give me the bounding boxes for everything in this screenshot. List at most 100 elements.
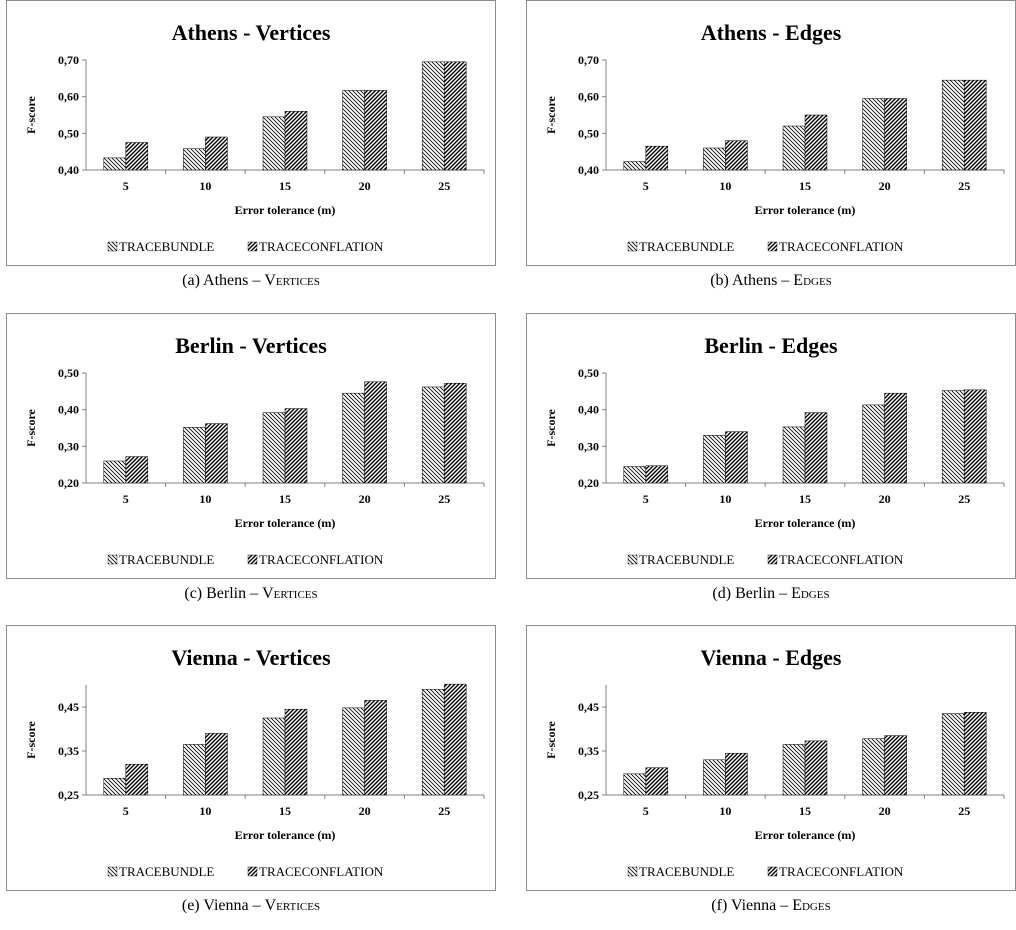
bar-tracebundle [342, 707, 365, 796]
bar-traceconflation [364, 700, 387, 796]
legend-swatch-traceconflation [247, 866, 258, 877]
bar-traceconflation [963, 712, 987, 796]
x-tick-label: 25 [958, 804, 970, 818]
legend: TRACEBUNDLE TRACECONFLATION [627, 239, 904, 254]
y-tick-label: 0,50 [58, 126, 79, 140]
bar-tracebundle [782, 744, 806, 796]
bar-tracebundle [421, 689, 445, 796]
bar-tracebundle [941, 390, 965, 484]
bar-traceconflation [645, 465, 669, 484]
legend-swatch-traceconflation [247, 554, 258, 565]
y-tick-label: 0,30 [58, 439, 79, 453]
y-tick-label: 0,25 [578, 788, 599, 802]
bar-tracebundle [183, 744, 206, 796]
y-tick-label: 0,45 [578, 700, 599, 714]
legend-swatch-traceconflation [247, 241, 258, 252]
bar-traceconflation [443, 61, 467, 171]
legend-swatch-tracebundle [107, 554, 118, 565]
x-axis-label: Error tolerance (m) [235, 203, 336, 217]
x-axis-label: Error tolerance (m) [755, 203, 856, 217]
legend-label-traceconflation: TRACECONFLATION [259, 552, 384, 567]
y-tick-label: 0,35 [578, 744, 599, 758]
legend-label-traceconflation: TRACECONFLATION [259, 864, 384, 879]
y-tick-label: 0,50 [578, 366, 599, 380]
legend-swatch-tracebundle [107, 241, 118, 252]
bar-traceconflation [125, 142, 149, 171]
bar-tracebundle [782, 426, 806, 484]
chart-title: Athens - Edges [701, 20, 842, 45]
legend-label-traceconflation: TRACECONFLATION [779, 239, 904, 254]
x-tick-label: 25 [958, 179, 970, 193]
chart-frame [526, 0, 1016, 266]
y-tick-label: 0,30 [578, 439, 599, 453]
legend-swatch-traceconflation [767, 241, 778, 252]
legend-label-tracebundle: TRACEBUNDLE [639, 239, 734, 254]
bar-tracebundle [103, 157, 127, 171]
chart-frame [526, 313, 1016, 579]
x-tick-label: 5 [123, 179, 129, 193]
legend-swatch-tracebundle [627, 554, 638, 565]
legend-swatch-tracebundle [627, 866, 638, 877]
bar-traceconflation [284, 111, 308, 171]
bar-tracebundle [421, 61, 445, 171]
bar-traceconflation [364, 381, 387, 484]
bar-tracebundle [862, 738, 885, 796]
bar-traceconflation [364, 90, 387, 171]
x-axis-label: Error tolerance (m) [235, 516, 336, 530]
y-tick-label: 0,70 [58, 53, 79, 67]
caption-term: Vertices [264, 272, 320, 289]
bar-tracebundle [703, 147, 726, 171]
legend-label-traceconflation: TRACECONFLATION [259, 239, 384, 254]
chart-frame [6, 0, 496, 266]
chart-frame [526, 625, 1016, 891]
y-tick-label: 0,60 [578, 90, 599, 104]
figure-caption: (c) Berlin – Vertices [6, 585, 496, 603]
bar-traceconflation [205, 136, 228, 171]
x-tick-label: 15 [279, 179, 291, 193]
bar-traceconflation [443, 383, 467, 484]
y-tick-label: 0,50 [58, 366, 79, 380]
chart-title: Vienna - Vertices [171, 645, 331, 670]
bar-traceconflation [884, 735, 907, 796]
bar-tracebundle [623, 773, 647, 796]
legend-label-tracebundle: TRACEBUNDLE [119, 239, 214, 254]
bar-tracebundle [703, 435, 726, 484]
bar-tracebundle [782, 125, 806, 171]
bar-traceconflation [725, 752, 748, 796]
legend: TRACEBUNDLE TRACECONFLATION [107, 552, 384, 567]
bar-tracebundle [262, 116, 286, 171]
bar-traceconflation [963, 389, 987, 484]
x-tick-label: 20 [359, 804, 371, 818]
legend-swatch-tracebundle [107, 866, 118, 877]
x-axis-label: Error tolerance (m) [235, 828, 336, 842]
y-tick-label: 0,70 [578, 53, 599, 67]
y-axis-label: F-score [544, 720, 558, 758]
x-tick-label: 5 [643, 804, 649, 818]
bar-chart-athens-vertices: Athens - Vertices 0,40 0,50 0,60 0,70 F-score… [24, 20, 485, 254]
figure-caption: (f) Vienna – Edges [526, 897, 1016, 915]
x-tick-label: 5 [123, 804, 129, 818]
bar-chart-athens-edges: Athens - Edges 0,40 0,50 0,60 0,70 F-score 5 10… [544, 20, 1005, 254]
bar-traceconflation [725, 140, 748, 171]
y-tick-label: 0,40 [578, 403, 599, 417]
caption-label: (a) Athens – [182, 272, 265, 289]
x-tick-label: 20 [879, 492, 891, 506]
legend-label-traceconflation: TRACECONFLATION [779, 552, 904, 567]
chart-title: Athens - Vertices [172, 20, 331, 45]
y-tick-label: 0,40 [58, 163, 79, 177]
caption-term: Vertices [264, 897, 321, 914]
legend-label-tracebundle: TRACEBUNDLE [119, 864, 214, 879]
chart-title: Vienna - Edges [701, 645, 842, 670]
x-tick-label: 5 [123, 492, 129, 506]
bar-tracebundle [262, 412, 286, 484]
bar-traceconflation [884, 98, 907, 171]
bar-traceconflation [284, 408, 308, 484]
legend-label-tracebundle: TRACEBUNDLE [119, 552, 214, 567]
bar-tracebundle [183, 427, 206, 484]
bar-traceconflation [725, 431, 748, 484]
bar-traceconflation [125, 456, 149, 484]
bar-tracebundle [183, 148, 206, 171]
x-tick-label: 10 [199, 179, 211, 193]
bar-traceconflation [645, 767, 669, 796]
bar-traceconflation [884, 392, 907, 484]
